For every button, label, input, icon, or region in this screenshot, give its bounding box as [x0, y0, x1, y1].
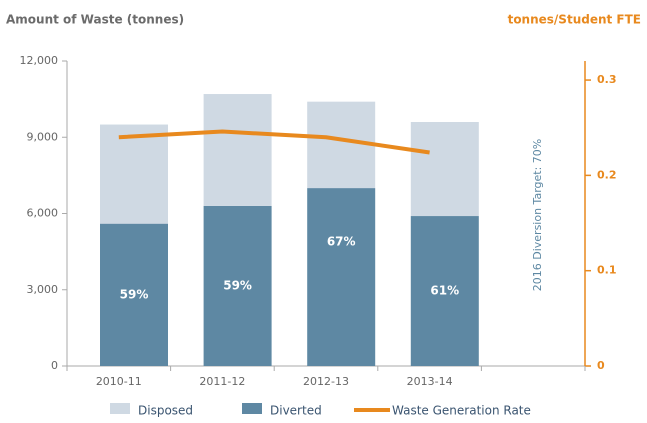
- y2-tick-label: 0: [597, 359, 605, 372]
- y-tick-label: 0: [51, 359, 58, 372]
- annotation: 2016 Diversion Target: 70%: [531, 139, 544, 292]
- bar: [410, 216, 479, 366]
- y2-tick-label: 0.2: [597, 168, 617, 181]
- y2-tick-label: 0.1: [597, 264, 617, 277]
- bar-label: 59%: [223, 278, 252, 292]
- left-axis-title: Amount of Waste (tonnes): [6, 13, 184, 27]
- y2-tick-label: 0.3: [597, 73, 617, 86]
- bar: [203, 205, 272, 366]
- y-tick-label: 12,000: [20, 54, 59, 67]
- legend-label: Disposed: [138, 404, 193, 418]
- legend-swatch: [110, 403, 130, 414]
- x-tick-label: 2013-14: [407, 375, 453, 388]
- x-tick-label: 2011-12: [199, 375, 245, 388]
- bar: [203, 94, 272, 206]
- bar: [100, 124, 168, 224]
- bar-label: 61%: [430, 284, 459, 298]
- bar-label: 59%: [120, 287, 149, 301]
- bar-label: 67%: [327, 235, 356, 249]
- x-tick-label: 2010-11: [96, 375, 142, 388]
- x-tick-label: 2012-13: [303, 375, 349, 388]
- legend-label: Waste Generation Rate: [392, 404, 531, 418]
- y-tick-label: 3,000: [27, 283, 59, 296]
- y-tick-label: 9,000: [27, 130, 59, 143]
- y-tick-label: 6,000: [27, 207, 59, 220]
- bar: [307, 188, 376, 366]
- rate-line: [118, 129, 430, 155]
- bar: [307, 101, 376, 189]
- legend-swatch: [242, 403, 262, 414]
- bar: [410, 122, 479, 217]
- legend-label: Diverted: [270, 404, 322, 418]
- bar: [100, 223, 168, 366]
- right-axis-title: tonnes/Student FTE: [508, 13, 641, 27]
